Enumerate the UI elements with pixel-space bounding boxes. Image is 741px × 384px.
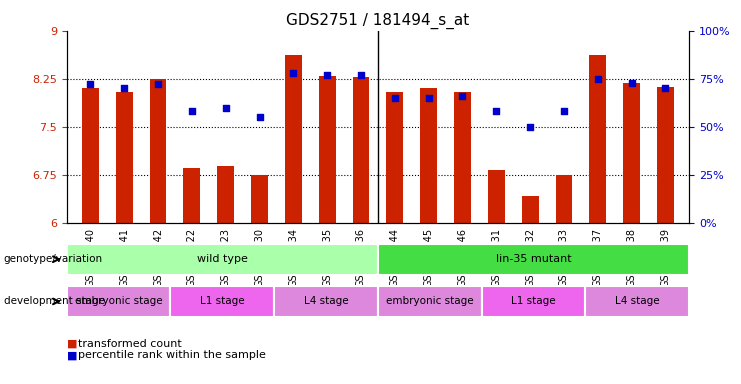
Point bbox=[592, 76, 604, 82]
Point bbox=[322, 72, 333, 78]
Text: lin-35 mutant: lin-35 mutant bbox=[496, 254, 571, 264]
Title: GDS2751 / 181494_s_at: GDS2751 / 181494_s_at bbox=[286, 13, 470, 29]
Point bbox=[625, 79, 637, 86]
Text: percentile rank within the sample: percentile rank within the sample bbox=[78, 350, 266, 360]
Bar bbox=[217, 166, 234, 223]
Text: ■: ■ bbox=[67, 339, 77, 349]
Bar bbox=[319, 76, 336, 223]
Bar bbox=[420, 88, 437, 223]
Bar bbox=[251, 175, 268, 223]
Point bbox=[84, 81, 96, 88]
Bar bbox=[454, 91, 471, 223]
Bar bbox=[150, 79, 167, 223]
Bar bbox=[657, 87, 674, 223]
Point bbox=[152, 81, 164, 88]
Point bbox=[220, 104, 232, 111]
Text: wild type: wild type bbox=[197, 254, 247, 264]
Point bbox=[659, 85, 671, 91]
Point bbox=[253, 114, 265, 120]
Text: ■: ■ bbox=[67, 350, 77, 360]
Point bbox=[186, 108, 198, 114]
Bar bbox=[285, 55, 302, 223]
Text: L1 stage: L1 stage bbox=[200, 296, 245, 306]
Point bbox=[355, 72, 367, 78]
Text: transformed count: transformed count bbox=[78, 339, 182, 349]
Text: genotype/variation: genotype/variation bbox=[4, 254, 103, 264]
Point bbox=[389, 95, 401, 101]
Bar bbox=[522, 196, 539, 223]
Point bbox=[491, 108, 502, 114]
Text: L4 stage: L4 stage bbox=[615, 296, 659, 306]
Point bbox=[422, 95, 434, 101]
Point bbox=[456, 93, 468, 99]
Bar bbox=[386, 91, 403, 223]
Text: embryonic stage: embryonic stage bbox=[386, 296, 473, 306]
Bar bbox=[589, 55, 606, 223]
Text: L1 stage: L1 stage bbox=[511, 296, 556, 306]
Point bbox=[288, 70, 299, 76]
Bar bbox=[184, 168, 200, 223]
Text: embryonic stage: embryonic stage bbox=[75, 296, 162, 306]
Bar bbox=[82, 88, 99, 223]
Bar bbox=[116, 91, 133, 223]
Bar bbox=[556, 175, 573, 223]
Bar bbox=[488, 170, 505, 223]
Point bbox=[119, 85, 130, 91]
Bar bbox=[623, 83, 640, 223]
Point bbox=[558, 108, 570, 114]
Text: development stage: development stage bbox=[4, 296, 104, 306]
Point bbox=[524, 124, 536, 130]
Text: L4 stage: L4 stage bbox=[304, 296, 348, 306]
Bar bbox=[353, 77, 370, 223]
